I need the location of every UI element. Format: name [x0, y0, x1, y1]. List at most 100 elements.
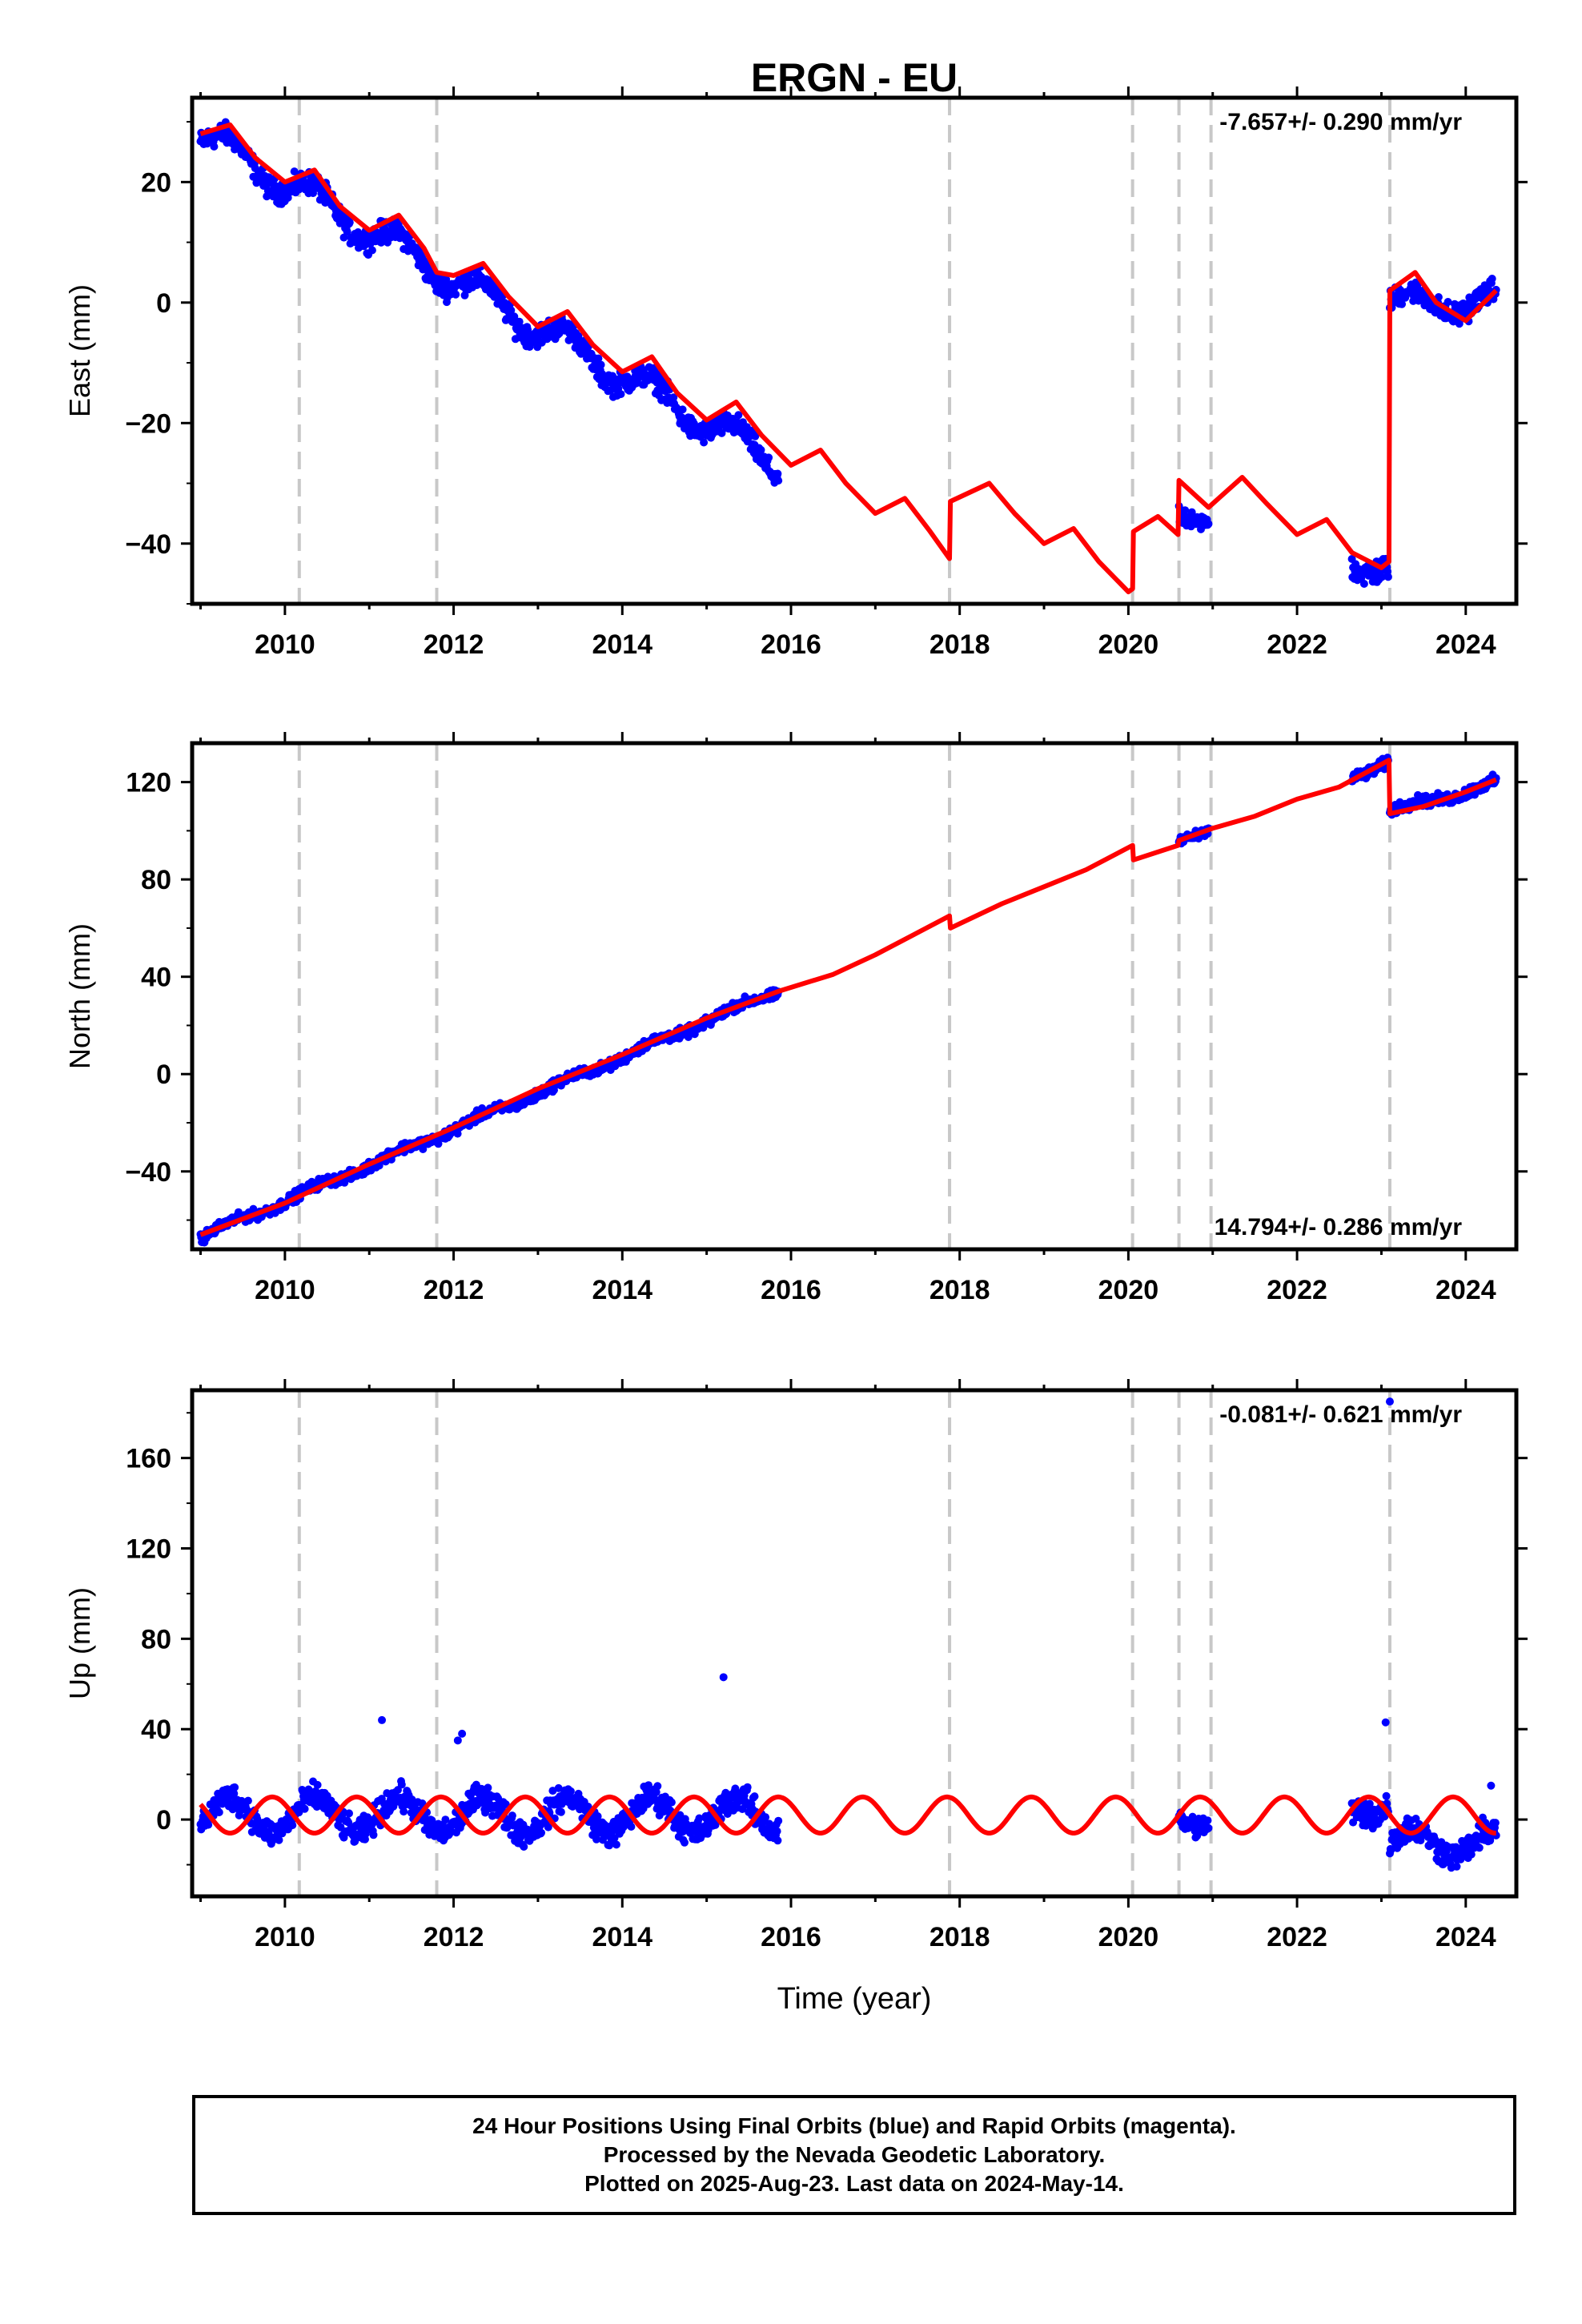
plot-frame: [190, 741, 1519, 1252]
x-tick-label: 2022: [1267, 1922, 1327, 1952]
x-tick-label: 2010: [255, 1275, 315, 1305]
y-tick-label: −40: [125, 529, 171, 560]
x-tick-label: 2014: [592, 629, 652, 660]
x-tick-label: 2024: [1435, 1922, 1496, 1952]
data-point: [1204, 520, 1213, 529]
data-point: [554, 1783, 563, 1792]
x-tick-label: 2016: [761, 1922, 821, 1952]
data-point: [520, 1843, 528, 1851]
x-tick-label: 2020: [1098, 1275, 1159, 1305]
y-tick-label: 0: [156, 1059, 171, 1090]
x-tick-label: 2018: [930, 1275, 990, 1305]
y-tick-label: −40: [125, 1157, 171, 1188]
y-axis-label: East (mm): [63, 284, 96, 417]
data-point: [1383, 573, 1392, 581]
model-line: [199, 1794, 1497, 1835]
plot-frame: [190, 95, 1519, 606]
data-point: [1467, 1850, 1476, 1859]
data-point: [508, 1811, 516, 1820]
footer-line-2: Processed by the Nevada Geodetic Laborat…: [603, 2142, 1106, 2167]
data-point: [627, 1823, 636, 1831]
outlier-point: [378, 1715, 387, 1724]
data-point: [734, 411, 743, 420]
rate-annotation: -0.081+/- 0.621 mm/yr: [1219, 1401, 1462, 1428]
plot-area: [196, 1397, 1500, 1872]
footer-line-1: 24 Hour Positions Using Final Orbits (bl…: [472, 2113, 1236, 2138]
data-point: [644, 1781, 652, 1790]
data-point: [743, 1783, 752, 1791]
data-point: [300, 1804, 309, 1813]
data-point: [288, 1821, 297, 1830]
data-point: [773, 469, 782, 478]
data-point: [1359, 580, 1368, 588]
data-point: [231, 1783, 239, 1791]
data-point: [501, 1800, 510, 1808]
data-point: [507, 306, 516, 315]
data-point: [453, 1129, 462, 1138]
data-point: [397, 1780, 406, 1789]
data-point: [1181, 506, 1190, 515]
x-axis-label: Time (year): [777, 1982, 932, 2016]
data-point: [275, 1835, 283, 1844]
data-point: [369, 1831, 378, 1839]
data-point: [343, 227, 351, 236]
data-point: [283, 193, 292, 202]
y-tick-label: 0: [156, 1805, 171, 1835]
plot-frame: [190, 1388, 1519, 1899]
x-tick-label: 2018: [930, 629, 990, 660]
rate-annotation: -7.657+/- 0.290 mm/yr: [1219, 109, 1462, 135]
data-point: [678, 405, 687, 414]
data-point: [230, 1789, 239, 1798]
data-point: [484, 1783, 492, 1792]
data-point: [653, 1782, 662, 1791]
data-point: [1203, 1816, 1212, 1825]
data-point: [765, 453, 773, 462]
data-point: [524, 325, 532, 334]
data-point: [751, 432, 760, 440]
data-point: [667, 1798, 676, 1807]
data-point: [774, 476, 783, 485]
x-tick-label: 2018: [930, 1922, 990, 1952]
data-point: [361, 1829, 370, 1838]
y-axis-label: Up (mm): [63, 1587, 96, 1699]
data-point: [442, 275, 451, 283]
x-tick-label: 2024: [1435, 1275, 1496, 1305]
x-tick-label: 2016: [761, 1275, 821, 1305]
model-line: [199, 758, 1497, 1237]
data-point: [1452, 1862, 1461, 1871]
data-point: [1443, 298, 1452, 306]
data-point: [215, 1808, 223, 1816]
data-point: [1382, 1791, 1391, 1800]
data-point: [774, 1816, 783, 1825]
data-point: [711, 1820, 720, 1829]
data-point: [515, 317, 524, 326]
data-point: [757, 445, 765, 454]
data-point: [441, 1815, 450, 1824]
data-point: [345, 1809, 353, 1818]
x-tick-label: 2022: [1267, 1275, 1327, 1305]
data-point: [652, 1787, 661, 1796]
data-point: [773, 1827, 781, 1835]
y-tick-label: 160: [126, 1444, 171, 1474]
y-axis-label: North (mm): [63, 923, 96, 1069]
data-point: [544, 1823, 552, 1831]
y-tick-label: 80: [141, 1624, 171, 1655]
data-point: [1491, 1819, 1500, 1827]
outlier-point: [1487, 1781, 1496, 1790]
outlier-point: [453, 1736, 462, 1745]
data-point: [367, 246, 376, 255]
data-point: [556, 1807, 565, 1816]
data-point: [592, 1835, 600, 1844]
y-tick-label: 40: [141, 1715, 171, 1745]
panel-2: 120 80 40 0 −40 2010 2012 2014 2016 2018 2020 2022 2…: [63, 732, 1528, 1305]
y-tick-label: 40: [141, 963, 171, 993]
data-point: [616, 390, 625, 399]
y-tick-label: 120: [126, 1534, 171, 1565]
y-tick-label: −20: [125, 408, 171, 439]
x-tick-label: 2014: [592, 1922, 652, 1952]
x-tick-label: 2014: [592, 1275, 652, 1305]
data-point: [761, 1813, 770, 1822]
y-tick-label: 0: [156, 288, 171, 319]
data-point: [750, 1792, 759, 1801]
data-point: [1378, 573, 1387, 581]
